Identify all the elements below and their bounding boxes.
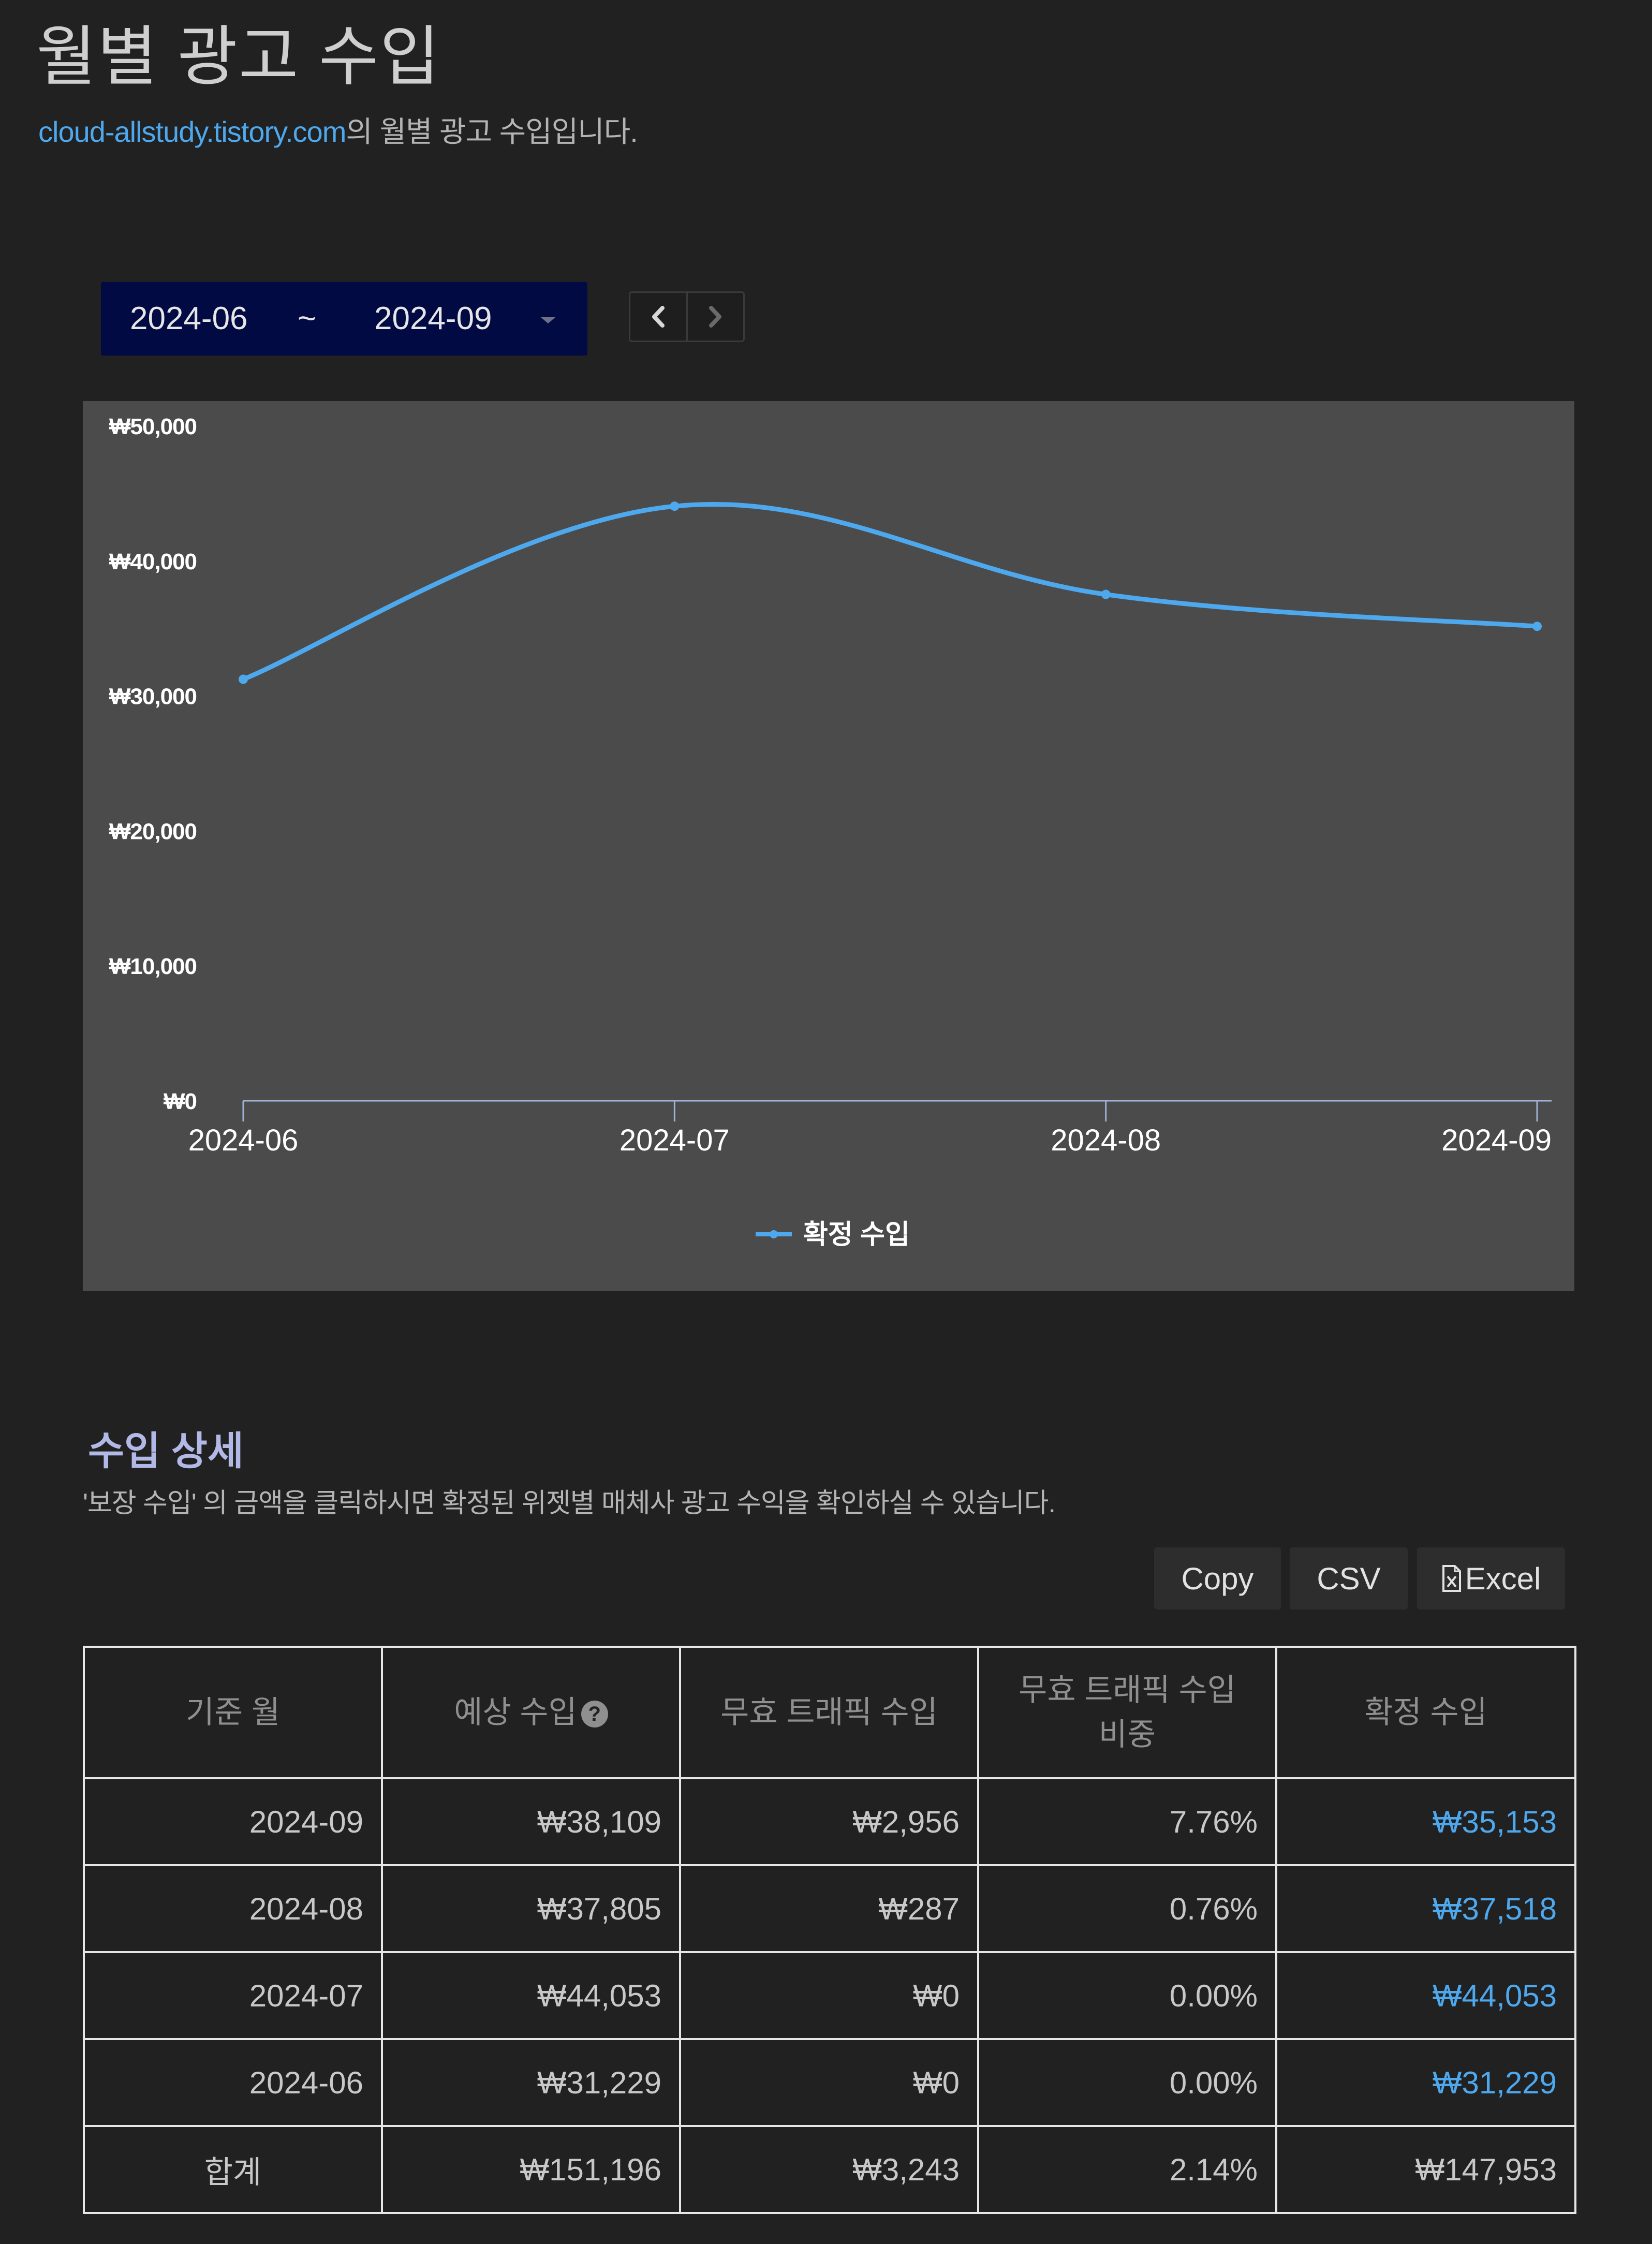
question-circle-icon[interactable]: ? [581,1701,608,1728]
chart-legend[interactable]: 확정 수입 [756,1220,910,1250]
header-ratio-line1: 무효 트래픽 수입 [1019,1673,1236,1707]
revenue-chart-svg: ₩0 ₩10,000 ₩20,000 ₩30,000 ₩40,000 ₩50,000 20… [109,414,1552,1250]
excel-button[interactable]: Excel [1417,1547,1565,1610]
csv-button[interactable]: CSV [1290,1547,1408,1610]
excel-label: Excel [1465,1561,1541,1596]
copy-button[interactable]: Copy [1154,1547,1281,1610]
chevron-left-icon [652,306,665,328]
caret-down-icon [541,317,555,323]
x-axis: 2024-06 2024-07 2024-08 2024-09 [188,1101,1552,1157]
cell-expected: ₩31,229 [381,2038,681,2127]
data-point[interactable] [1101,589,1111,599]
cell-ratio: 0.00% [977,1951,1277,2040]
legend-label: 확정 수입 [803,1220,910,1250]
cell-confirmed-link[interactable]: ₩35,153 [1275,1777,1576,1866]
cell-invalid: ₩0 [679,1951,979,2040]
data-point[interactable] [670,501,680,511]
date-start: 2024-06 [130,301,248,336]
y-tick-label: ₩30,000 [109,684,197,710]
cell-invalid: ₩287 [679,1864,979,1953]
y-tick-label: ₩50,000 [109,414,197,439]
header-expected[interactable]: 예상 수입? [381,1646,681,1779]
legend-marker [770,1230,778,1238]
month-pager [629,291,745,342]
data-point[interactable] [1532,622,1542,631]
excel-file-icon [1441,1564,1462,1593]
date-separator: ~ [298,301,317,336]
y-axis-labels: ₩0 ₩10,000 ₩20,000 ₩30,000 ₩40,000 ₩50,000 [109,414,197,1114]
chevron-right-icon [709,306,721,328]
section-title: 수입 상세 [88,1429,244,1473]
x-tick-label: 2024-09 [1441,1124,1552,1157]
total-ratio: 2.14% [977,2125,1277,2214]
cell-month: 2024-07 [83,1951,383,2040]
y-tick-label: ₩10,000 [109,954,197,979]
date-end: 2024-09 [374,301,492,336]
revenue-chart: ₩0 ₩10,000 ₩20,000 ₩30,000 ₩40,000 ₩50,000 20… [83,401,1574,1291]
cell-month: 2024-08 [83,1864,383,1953]
date-range-picker[interactable]: 2024-06 ~ 2024-09 [101,282,587,356]
cell-expected: ₩37,805 [381,1864,681,1953]
cell-expected: ₩44,053 [381,1951,681,2040]
x-tick-label: 2024-07 [620,1124,730,1157]
header-month[interactable]: 기준 월 [83,1646,383,1779]
table-total-row: 합계 ₩151,196 ₩3,243 2.14% ₩147,953 [83,2125,1576,2214]
table-row: 2024-06 ₩31,229 ₩0 0.00% ₩31,229 [83,2038,1576,2127]
total-label: 합계 [83,2125,383,2214]
cell-invalid: ₩0 [679,2038,979,2127]
copy-label: Copy [1181,1561,1254,1596]
x-tick-label: 2024-08 [1051,1124,1161,1157]
cell-confirmed-link[interactable]: ₩37,518 [1275,1864,1576,1953]
table-row: 2024-07 ₩44,053 ₩0 0.00% ₩44,053 [83,1951,1576,2040]
header-invalid[interactable]: 무효 트래픽 수입 [679,1646,979,1779]
next-month-button[interactable] [687,293,743,341]
cell-confirmed-link[interactable]: ₩31,229 [1275,2038,1576,2127]
cell-month: 2024-09 [83,1777,383,1866]
y-tick-label: ₩20,000 [109,819,197,844]
csv-label: CSV [1317,1561,1381,1596]
y-tick-label: ₩0 [164,1089,197,1114]
cell-month: 2024-06 [83,2038,383,2127]
cell-invalid: ₩2,956 [679,1777,979,1866]
subtitle-text: 의 월별 광고 수입입니다. [346,115,638,148]
table-row: 2024-08 ₩37,805 ₩287 0.76% ₩37,518 [83,1864,1576,1953]
section-description: '보장 수입' 의 금액을 클릭하시면 확정된 위젯별 매체사 광고 수익을 확… [83,1488,1056,1518]
revenue-table: 기준 월 예상 수입? 무효 트래픽 수입 무효 트래픽 수입 비중 확정 수입 … [83,1646,1576,2214]
cell-ratio: 7.76% [977,1777,1277,1866]
data-point[interactable] [239,674,248,684]
header-expected-label: 예상 수입 [454,1695,577,1730]
series-points [239,501,1542,684]
total-confirmed: ₩147,953 [1275,2125,1576,2214]
header-ratio-line2: 비중 [1098,1717,1156,1752]
page-title: 월별 광고 수입 [36,20,441,93]
y-tick-label: ₩40,000 [109,549,197,574]
total-invalid: ₩3,243 [679,2125,979,2214]
x-tick-label: 2024-06 [188,1124,299,1157]
cell-ratio: 0.76% [977,1864,1277,1953]
table-row: 2024-09 ₩38,109 ₩2,956 7.76% ₩35,153 [83,1777,1576,1866]
total-expected: ₩151,196 [381,2125,681,2214]
cell-ratio: 0.00% [977,2038,1277,2127]
prev-month-button[interactable] [630,293,688,341]
page-subtitle: cloud-allstudy.tistory.com의 월별 광고 수입입니다. [38,111,638,153]
series-line [241,502,1540,682]
cell-expected: ₩38,109 [381,1777,681,1866]
header-confirmed[interactable]: 확정 수입 [1275,1646,1576,1779]
cell-confirmed-link[interactable]: ₩44,053 [1275,1951,1576,2040]
site-link[interactable]: cloud-allstudy.tistory.com [38,115,346,148]
